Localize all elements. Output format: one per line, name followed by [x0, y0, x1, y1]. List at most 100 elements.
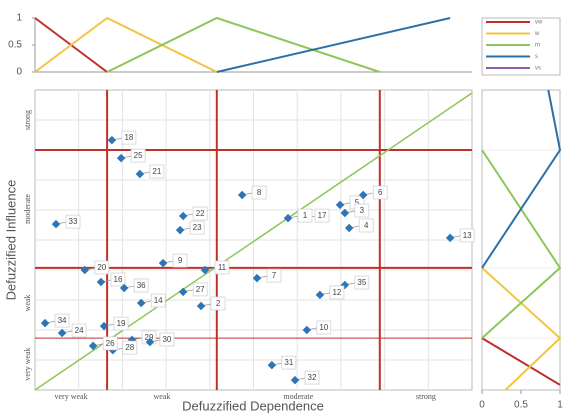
point: [290, 375, 300, 385]
label-box: [133, 278, 149, 293]
label-box: [304, 370, 320, 385]
membership-line: [481, 89, 562, 269]
y-category-label: weak: [23, 295, 32, 312]
label-box: [71, 323, 87, 338]
point: [283, 213, 293, 223]
x-tick-label: 0: [479, 400, 485, 411]
point: [175, 225, 185, 235]
point-label: 29: [145, 333, 154, 342]
point: [80, 265, 90, 275]
point: [358, 190, 368, 200]
legend-frame: [481, 17, 561, 76]
label-box: [189, 220, 205, 235]
point: [267, 360, 277, 370]
membership-line: [34, 16, 218, 73]
point: [135, 169, 145, 179]
point-label: 35: [357, 278, 366, 287]
label-box: [314, 208, 330, 223]
point-label: 33: [69, 217, 78, 226]
point-label: 18: [124, 133, 133, 142]
point: [145, 337, 155, 347]
point-label: 11: [218, 263, 227, 272]
x-category-label: very weak: [55, 392, 88, 401]
point-label: 9: [178, 256, 183, 265]
point: [158, 258, 168, 268]
label-box: [266, 268, 282, 283]
point-label: 1: [303, 211, 308, 220]
point-label: 27: [196, 285, 205, 294]
point-label: 14: [154, 296, 163, 305]
x-axis-title: Defuzzified Dependence: [182, 398, 324, 413]
y-category-label: strong: [23, 110, 32, 130]
legend-label: s: [535, 54, 538, 60]
y-axis-title: Defuzzified Influence: [3, 180, 18, 301]
y-tick-label: 1: [16, 13, 22, 24]
point: [99, 321, 109, 331]
point-label: 36: [137, 281, 146, 290]
point-label: 13: [463, 231, 472, 240]
point: [96, 277, 106, 287]
point: [340, 208, 350, 218]
label-box: [251, 185, 267, 200]
x-tick-label: 0.5: [514, 400, 528, 411]
label-box: [150, 293, 166, 308]
point: [200, 265, 210, 275]
point-label: 8: [257, 188, 262, 197]
point-label: 5: [355, 198, 360, 207]
point-label: 22: [196, 209, 205, 218]
membership-line: [481, 149, 562, 339]
label-box: [130, 148, 146, 163]
label-box: [192, 282, 208, 297]
point: [196, 301, 206, 311]
x-tick-label: 1: [557, 400, 563, 411]
point-label: 26: [106, 339, 115, 348]
label-box: [210, 296, 226, 311]
point: [136, 298, 146, 308]
label-box: [297, 208, 313, 223]
point-label: 32: [308, 373, 317, 382]
membership-line: [216, 17, 451, 73]
membership-line: [481, 337, 561, 386]
label-box: [214, 260, 230, 275]
point-label: 10: [319, 323, 328, 332]
label-box: [65, 214, 81, 229]
y-tick-label: 0: [16, 67, 22, 78]
point: [344, 223, 354, 233]
label-box: [358, 218, 374, 233]
label-box: [94, 260, 110, 275]
label-box: [102, 336, 118, 351]
label-box: [121, 130, 137, 145]
legend-label: m: [535, 43, 540, 49]
point-label: 4: [364, 221, 369, 230]
label-box: [354, 203, 370, 218]
point: [51, 219, 61, 229]
label-box: [149, 164, 165, 179]
point: [335, 200, 345, 210]
y-category-label: very weak: [23, 348, 32, 381]
label-box: [54, 313, 70, 328]
label-box: [113, 316, 129, 331]
point-label: 16: [114, 275, 123, 284]
point-label: 28: [125, 343, 134, 352]
label-box: [372, 185, 388, 200]
point-label: 3: [360, 206, 365, 215]
point: [107, 135, 117, 145]
label-box: [122, 340, 138, 355]
point: [116, 153, 126, 163]
legend-label: vs: [535, 66, 541, 72]
x-category-label: moderate: [283, 392, 313, 401]
point: [237, 190, 247, 200]
label-box: [354, 275, 370, 290]
point: [178, 287, 188, 297]
point: [119, 283, 129, 293]
label-box: [192, 206, 208, 221]
point-label: 23: [193, 223, 202, 232]
point: [315, 290, 325, 300]
point-label: 34: [58, 316, 67, 325]
legend-label: vw: [535, 20, 543, 26]
point: [445, 233, 455, 243]
point: [57, 328, 67, 338]
point-label: 2: [216, 299, 221, 308]
y-category-label: moderate: [23, 194, 32, 224]
x-category-label: weak: [154, 392, 171, 401]
